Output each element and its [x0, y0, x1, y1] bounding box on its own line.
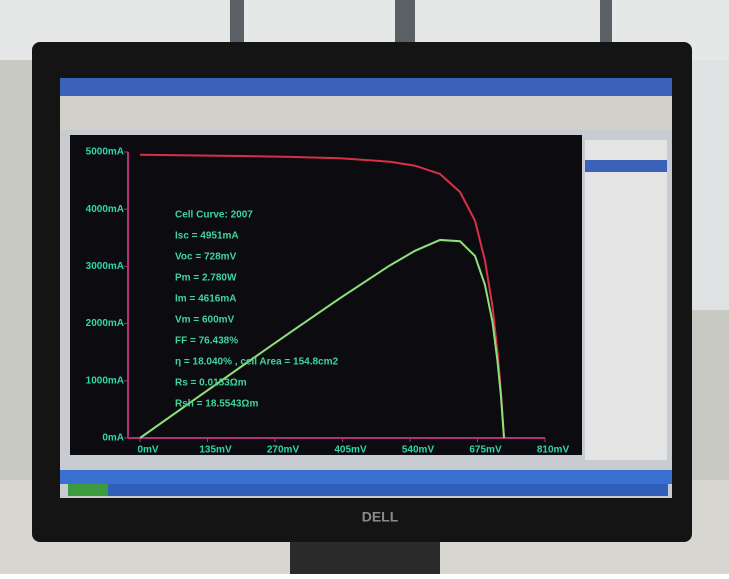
- plot-area: [70, 135, 582, 455]
- x-tick-label: 540mV: [402, 445, 435, 456]
- annotation: Voc = 728mV: [175, 252, 237, 263]
- x-tick-label: 270mV: [267, 445, 300, 456]
- side-panel: [585, 140, 667, 460]
- y-tick-label: 0mA: [102, 433, 124, 444]
- data-line: [139, 238, 505, 439]
- x-tick-label: 0mV: [137, 445, 158, 456]
- taskbar: [68, 484, 668, 496]
- toolbar: [60, 96, 672, 130]
- annotation: Pm = 2.780W: [175, 273, 237, 284]
- annotation: η = 18.040% , cell Area = 154.8cm2: [175, 357, 339, 368]
- annotation: Rs = 0.0153Ωm: [175, 378, 247, 389]
- title-bar: [60, 78, 672, 96]
- annotation: Rsh = 18.5543Ωm: [175, 399, 258, 410]
- panel-header: [585, 160, 667, 172]
- status-bar: [60, 470, 672, 484]
- annotation: Vm = 600mV: [175, 315, 235, 326]
- x-tick-label: 405mV: [334, 445, 367, 456]
- x-tick-label: 675mV: [469, 445, 502, 456]
- annotation: Cell Curve: 2007: [175, 210, 253, 221]
- y-tick-label: 1000mA: [86, 375, 124, 386]
- annotation: Isc = 4951mA: [175, 231, 239, 242]
- window: [690, 60, 729, 310]
- annotation: FF = 76.438%: [175, 336, 238, 347]
- y-tick-label: 2000mA: [86, 318, 124, 329]
- y-tick-label: 5000mA: [86, 147, 124, 158]
- data-line: [139, 153, 505, 439]
- y-tick-label: 3000mA: [86, 261, 124, 272]
- start-button[interactable]: [68, 484, 108, 496]
- annotation: Im = 4616mA: [175, 294, 236, 305]
- x-tick-label: 810mV: [537, 445, 570, 456]
- y-tick-label: 4000mA: [86, 204, 124, 215]
- brand-logo: DELL: [362, 509, 399, 525]
- x-tick-label: 135mV: [199, 445, 232, 456]
